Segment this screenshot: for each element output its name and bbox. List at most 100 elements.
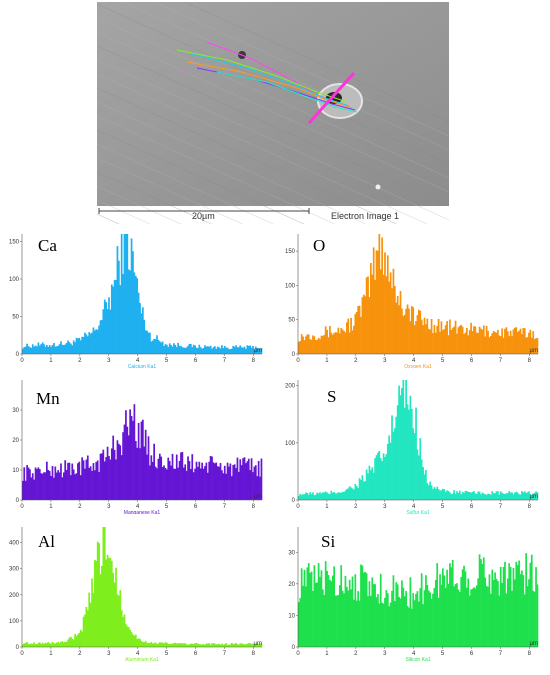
linescan-bar <box>509 330 512 354</box>
x-tick-label: 2 <box>354 504 358 510</box>
linescan-bar <box>112 286 115 354</box>
linescan-bar <box>367 473 369 500</box>
linescan-bar <box>422 467 424 500</box>
linescan-bar <box>72 469 75 500</box>
linescan-bar <box>158 341 161 354</box>
linescan-bar <box>240 643 243 647</box>
linescan-bar <box>134 275 137 354</box>
linescan-bar <box>492 330 495 354</box>
linescan-bar <box>481 492 484 500</box>
linescan-bar <box>194 643 196 647</box>
linescan-bar <box>437 489 440 500</box>
linescan-bar <box>350 317 352 354</box>
linescan-bar <box>195 461 198 500</box>
linescan-bar <box>245 463 247 500</box>
linescan-bar <box>75 636 78 647</box>
x-tick-label: 1 <box>325 504 329 510</box>
linescan-bar <box>440 321 443 354</box>
linescan-bar <box>511 336 513 354</box>
linescan-bar <box>354 574 357 647</box>
linescan-bar <box>71 345 74 354</box>
linescan-bar <box>317 563 320 647</box>
linescan-bar <box>225 643 227 647</box>
x-tick-label: 1 <box>49 651 53 657</box>
linescan-bar <box>253 644 256 647</box>
linescan-bar <box>147 332 150 354</box>
linescan-bar <box>187 345 189 354</box>
linescan-bar <box>535 338 537 354</box>
linescan-bar <box>250 347 253 354</box>
linescan-bar <box>440 584 443 647</box>
linescan-bar <box>316 339 319 354</box>
linescan-bar <box>426 483 429 500</box>
linescan-bar <box>499 336 502 354</box>
linescan-bar <box>358 478 361 500</box>
linescan-bar <box>198 644 201 647</box>
linescan-bar <box>89 333 92 354</box>
linescan-bar <box>204 466 206 500</box>
linescan-bar <box>86 610 89 647</box>
y-tick-label: 30 <box>12 408 19 414</box>
linescan-bar <box>116 594 119 647</box>
linescan-bar <box>223 644 226 647</box>
linescan-bar <box>175 454 178 500</box>
x-tick-label: 7 <box>499 651 503 657</box>
linescan-bar <box>450 329 453 354</box>
linescan-bar <box>136 447 139 500</box>
linescan-bar <box>446 321 448 354</box>
linescan-bar <box>95 329 98 354</box>
linescan-bar <box>113 449 116 500</box>
linescan-bar <box>53 477 55 500</box>
linescan-bar <box>257 348 260 354</box>
linescan-bar <box>153 443 155 500</box>
linescan-bar <box>429 592 431 647</box>
x-tick-label: 2 <box>354 651 358 657</box>
linescan-bar <box>530 337 533 354</box>
linescan-bar <box>475 493 478 500</box>
linescan-bar <box>392 268 395 354</box>
sem-scratch <box>97 73 428 224</box>
linescan-bar <box>446 569 448 647</box>
linescan-bar <box>160 642 163 647</box>
linescan-bar <box>498 335 501 354</box>
linescan-bar <box>528 491 530 500</box>
y-tick-label: 300 <box>9 567 20 573</box>
linescan-bar <box>463 565 465 647</box>
linescan-bar <box>490 494 492 500</box>
linescan-bar <box>416 449 419 500</box>
linescan-bar <box>123 234 126 354</box>
linescan-bar <box>480 559 482 647</box>
linescan-bar <box>425 469 427 500</box>
linescan-bar <box>518 560 520 647</box>
linescan-bar <box>161 341 164 354</box>
linescan-bar <box>436 563 439 647</box>
linescan-bar <box>65 469 68 500</box>
linescan-bar <box>374 279 376 354</box>
linescan-bar <box>256 643 259 647</box>
linescan-bar <box>357 591 359 647</box>
linescan-bar <box>458 490 461 500</box>
y-tick-label: 10 <box>288 613 295 619</box>
linescan-bar <box>350 487 352 500</box>
linescan-bar <box>208 461 211 500</box>
linescan-bar <box>105 559 107 647</box>
linescan-bar <box>372 247 375 354</box>
linescan-bar <box>144 429 147 500</box>
x-tick-label: 6 <box>194 358 198 364</box>
linescan-bar <box>481 329 484 354</box>
linescan-bar <box>168 643 171 647</box>
linescan-bar <box>41 642 44 647</box>
linescan-bar <box>443 575 446 647</box>
linescan-bar <box>473 491 475 500</box>
linescan-bar <box>75 473 78 500</box>
y-tick-label: 0 <box>16 498 20 504</box>
linescan-bar <box>130 238 133 354</box>
linescan-bar <box>95 560 98 647</box>
linescan-bar <box>385 276 388 354</box>
linescan-bar <box>394 285 396 354</box>
linescan-bar <box>480 328 482 354</box>
linescan-bar <box>394 428 396 500</box>
linescan-bar <box>67 462 69 500</box>
linescan-bar <box>302 336 304 354</box>
linescan-line <box>307 71 356 125</box>
